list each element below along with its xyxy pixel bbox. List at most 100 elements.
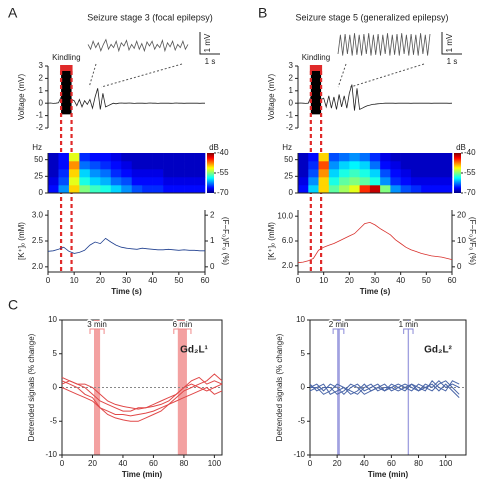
heat-cell xyxy=(173,161,185,170)
heat-cell xyxy=(100,185,112,194)
heat-cell xyxy=(349,185,360,194)
annotation: Gd₂L¹ xyxy=(180,345,208,356)
span-bracket xyxy=(403,328,414,334)
heat-cell xyxy=(441,177,453,186)
y-axis-label: Voltage (mV) xyxy=(267,74,276,121)
scale-label: 1 mV xyxy=(445,33,454,52)
y2-tick-label: 20 xyxy=(457,210,466,219)
trace xyxy=(310,383,460,398)
heat-cell xyxy=(349,161,360,170)
heat-cell xyxy=(369,153,381,162)
heat-cell xyxy=(410,169,422,178)
colorbar-tick-label: -70 xyxy=(217,188,229,197)
y-tick-label: 10 xyxy=(48,315,57,324)
y-tick-label: -2 xyxy=(286,123,294,132)
x-tick-label: 40 xyxy=(148,276,157,285)
heat-cell xyxy=(359,153,371,162)
x-tick-label: 0 xyxy=(308,459,313,468)
heat-cell xyxy=(100,153,112,162)
y-axis-label: Voltage (mV) xyxy=(17,74,26,121)
heat-cell xyxy=(380,153,391,162)
y-tick-label: 1 xyxy=(289,86,294,95)
heat-cell xyxy=(89,153,101,162)
heat-cell xyxy=(184,169,195,178)
colorbar-label: dB xyxy=(456,143,466,152)
heat-cell xyxy=(328,153,340,162)
y-tick-label: 2 xyxy=(289,74,294,83)
y2-tick-label: 2 xyxy=(210,210,215,219)
x-tick-label: 20 xyxy=(96,276,105,285)
heat-cell xyxy=(152,185,164,194)
y-tick-label: 6.0 xyxy=(282,236,294,245)
heat-cell xyxy=(89,169,101,178)
x-tick-label: 30 xyxy=(371,276,380,285)
heat-cell xyxy=(110,161,122,170)
heat-cell xyxy=(318,161,330,170)
heat-cell xyxy=(441,169,453,178)
heat-cell xyxy=(421,161,432,170)
y-tick-label: 2.5 xyxy=(32,236,44,245)
x-axis-label: Time (s) xyxy=(360,287,391,296)
x-tick-label: 80 xyxy=(179,459,188,468)
heat-cell xyxy=(431,185,443,194)
heat-cell xyxy=(390,169,401,178)
heat-cell xyxy=(400,177,412,186)
span-bracket xyxy=(332,328,345,334)
colorbar-tick-label: -40 xyxy=(217,148,229,157)
heat-cell xyxy=(194,161,206,170)
heat-cell xyxy=(131,161,143,170)
heat-cell xyxy=(142,161,153,170)
heat-cell xyxy=(173,185,185,194)
heat-cell xyxy=(121,169,133,178)
heat-cell xyxy=(359,185,371,194)
heat-cell xyxy=(339,185,350,194)
x-tick-label: 0 xyxy=(46,276,51,285)
heat-cell xyxy=(339,161,350,170)
heat-cell xyxy=(131,153,143,162)
y-tick-label: 50 xyxy=(34,155,43,164)
heat-cell xyxy=(163,177,174,186)
span-label: 1 min xyxy=(399,320,419,329)
inset-connector xyxy=(350,63,425,88)
heat-cell xyxy=(79,153,91,162)
y-tick-label: 3.0 xyxy=(32,210,44,219)
heat-cell xyxy=(410,161,422,170)
x-axis-label: Time (min) xyxy=(368,470,409,479)
heat-cell xyxy=(441,185,453,194)
y-tick-label: 5 xyxy=(301,349,306,358)
heat-cell xyxy=(421,169,432,178)
colorbar-tick-label: -55 xyxy=(217,168,229,177)
heat-cell xyxy=(184,177,195,186)
heat-cell xyxy=(142,177,153,186)
colorbar xyxy=(454,153,461,193)
trace xyxy=(297,221,453,264)
y-tick-label: -1 xyxy=(36,111,44,120)
heat-cell xyxy=(318,153,330,162)
heat-cell xyxy=(194,177,206,186)
panel-title: Seizure stage 3 (focal epilepsy) xyxy=(87,12,213,22)
heat-cell xyxy=(380,169,391,178)
trace xyxy=(47,237,205,254)
y-axis-label: Hz xyxy=(32,143,42,152)
heat-cell xyxy=(390,153,401,162)
span-label: 2 min xyxy=(329,320,349,329)
x-tick-label: 60 xyxy=(387,459,396,468)
trace xyxy=(61,386,223,417)
heat-cell xyxy=(142,153,153,162)
y2-axis-label: (F−F₀)/F₀ (%) xyxy=(221,217,230,266)
heat-cell xyxy=(142,185,153,194)
heat-cell xyxy=(359,177,371,186)
heat-cell xyxy=(152,153,164,162)
heat-cell xyxy=(110,177,122,186)
heat-cell xyxy=(318,169,330,178)
y-tick-label: 0 xyxy=(39,188,44,197)
heat-cell xyxy=(328,169,340,178)
heat-cell xyxy=(68,177,80,186)
trace xyxy=(87,38,189,53)
panel-label: C xyxy=(8,297,18,313)
heat-cell xyxy=(369,177,381,186)
trace xyxy=(47,88,205,110)
heat-cell xyxy=(194,185,206,194)
heat-cell xyxy=(100,169,112,178)
y-tick-label: 0 xyxy=(39,98,44,107)
